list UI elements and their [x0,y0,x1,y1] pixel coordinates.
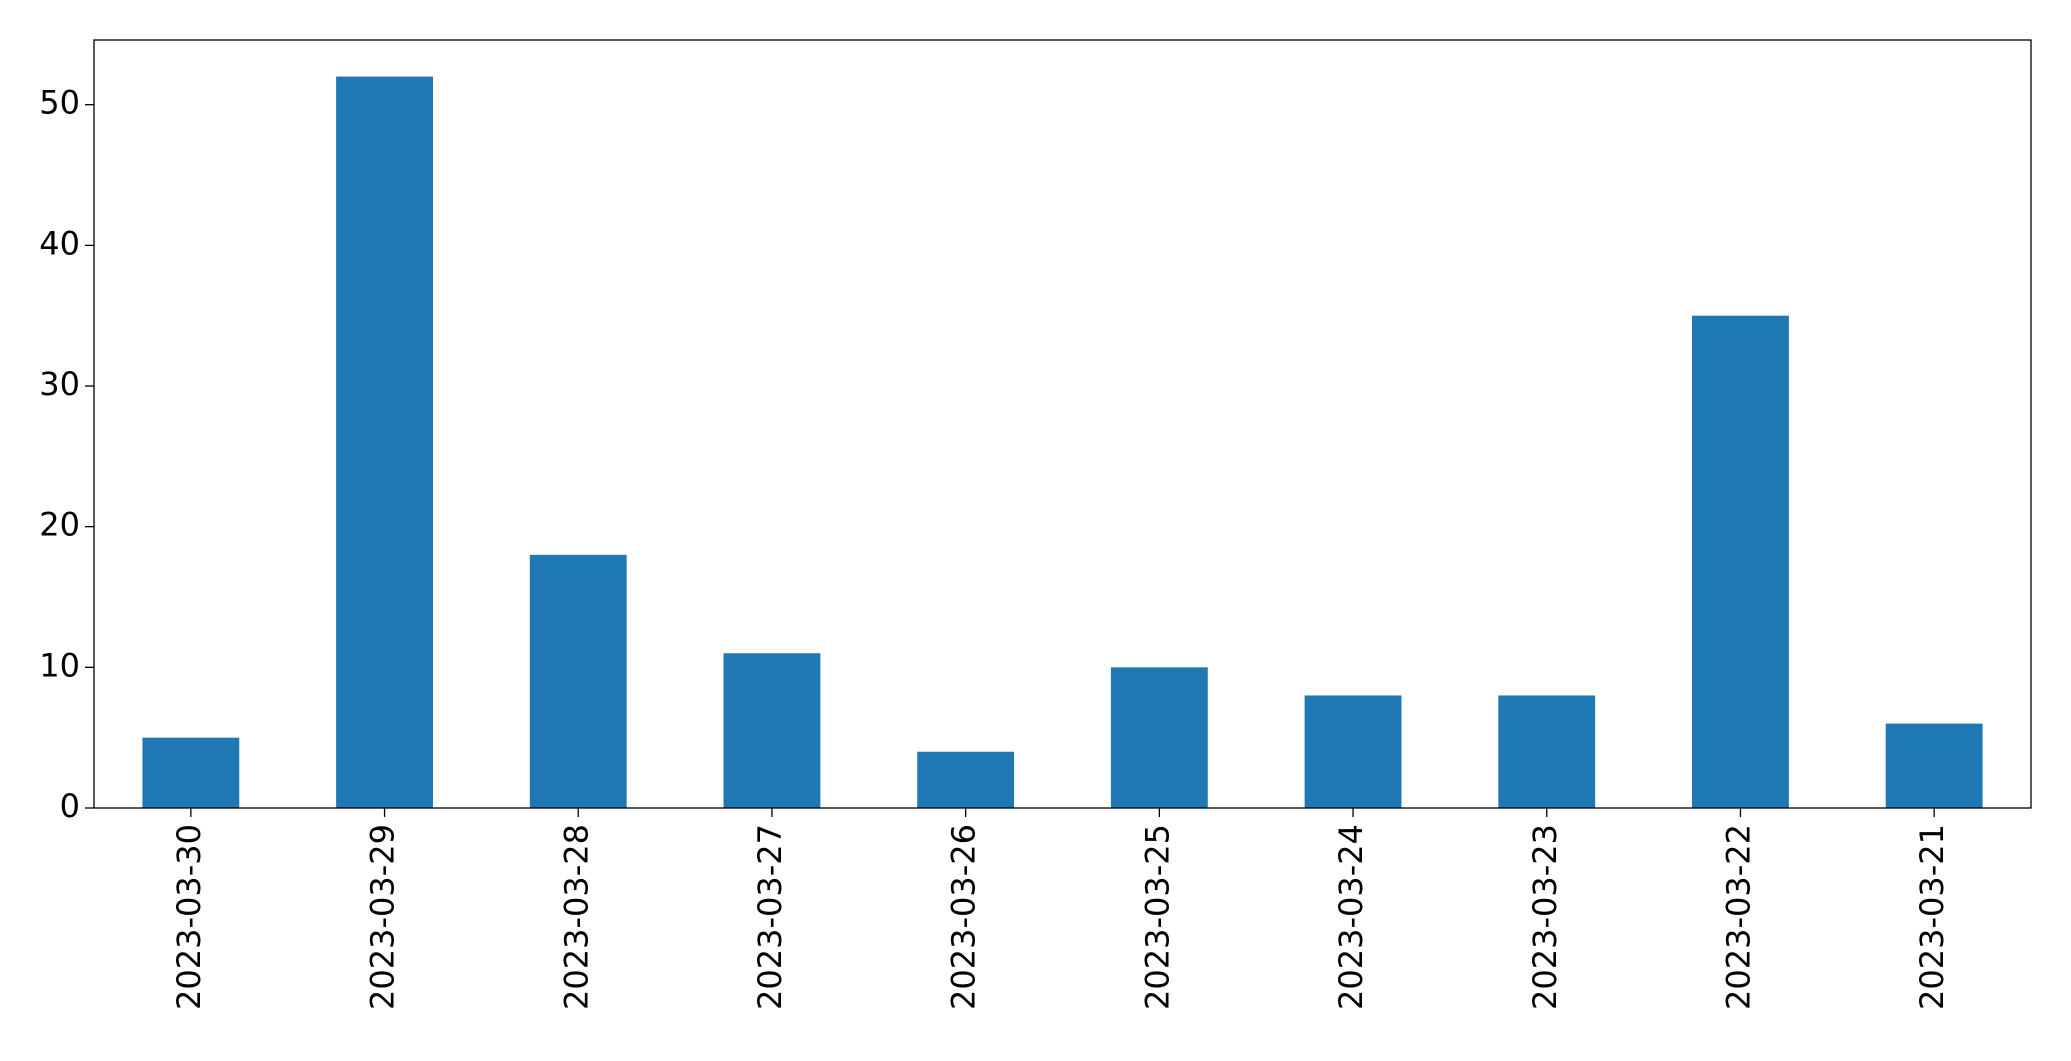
y-tick-label: 10 [39,646,80,684]
y-tick-label: 0 [60,787,80,825]
x-tick-label: 2023-03-23 [1526,824,1564,1010]
x-tick-label: 2023-03-24 [1332,824,1370,1010]
y-tick-label: 40 [39,224,80,262]
bar [1692,315,1789,808]
bar [1885,723,1983,808]
axes-frame [93,39,2032,809]
bar [336,76,433,809]
y-tick-label: 20 [39,506,80,544]
x-tick-label: 2023-03-22 [1719,824,1757,1010]
x-tick-label: 2023-03-25 [1138,824,1176,1010]
bar [529,554,627,808]
y-tick-label: 30 [39,365,80,403]
bar [1304,695,1402,808]
bar [1498,695,1596,808]
y-tick-label: 50 [39,84,80,122]
x-tick-label: 2023-03-21 [1913,824,1951,1010]
bar [142,737,240,808]
bar [917,751,1015,808]
bar [1110,667,1208,808]
x-tick-label: 2023-03-29 [364,824,402,1010]
x-tick-label: 2023-03-27 [751,824,789,1010]
x-tick-label: 2023-03-28 [557,824,595,1010]
bar [723,653,821,808]
x-tick-label: 2023-03-30 [170,824,208,1010]
x-tick-label: 2023-03-26 [945,824,983,1010]
